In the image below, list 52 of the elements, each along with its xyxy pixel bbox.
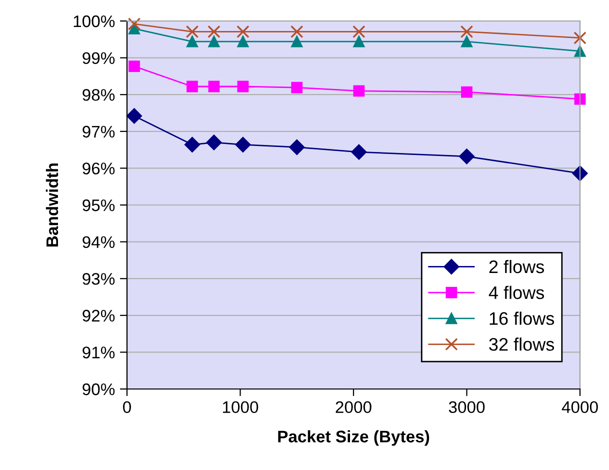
point xyxy=(351,144,367,160)
point xyxy=(128,60,140,72)
point xyxy=(352,25,366,38)
point xyxy=(206,134,222,150)
point xyxy=(208,25,220,38)
point xyxy=(461,86,472,98)
x-tick-label: 3000 xyxy=(448,401,485,414)
point xyxy=(461,36,472,48)
point xyxy=(459,148,474,164)
point xyxy=(186,80,198,92)
y-tick-label: 94% xyxy=(82,236,115,248)
y-tick-label: 96% xyxy=(82,162,115,174)
point xyxy=(186,25,199,38)
y-tick-label: 93% xyxy=(82,273,115,285)
point xyxy=(291,82,303,94)
y-tick-label: 100% xyxy=(74,15,115,28)
point xyxy=(574,45,586,57)
y-tick-label: 95% xyxy=(82,199,115,212)
point xyxy=(208,36,220,48)
point xyxy=(291,36,303,48)
point xyxy=(208,80,220,92)
point xyxy=(237,36,249,48)
x-tick-label: 4000 xyxy=(562,401,598,414)
point xyxy=(186,36,198,48)
y-tick-label: 98% xyxy=(82,89,115,101)
point xyxy=(290,25,304,38)
y-axis-title: Bandwidth xyxy=(46,163,58,246)
point xyxy=(236,25,250,38)
x-axis-title: Packet Size (Bytes) xyxy=(278,430,430,446)
y-tick-label: 92% xyxy=(82,310,115,322)
point xyxy=(237,80,249,92)
point xyxy=(126,108,142,124)
legend-label: 16 flows xyxy=(490,312,554,325)
legend-label: 32 flows xyxy=(489,338,554,351)
point xyxy=(184,136,200,152)
y-tick-label: 97% xyxy=(82,126,115,138)
x-tick-label: 2000 xyxy=(336,401,372,414)
legend-label: 2 flows xyxy=(489,260,544,274)
y-tick-label: 90% xyxy=(82,383,115,396)
point xyxy=(574,32,586,44)
y-tick-label: 99% xyxy=(82,52,115,64)
point xyxy=(128,18,141,30)
point xyxy=(128,23,140,34)
legend-label: 4 flows xyxy=(488,286,544,300)
x-tick-label: 0 xyxy=(123,401,131,414)
x-tick-label: 1000 xyxy=(222,401,258,414)
point xyxy=(353,85,365,97)
point xyxy=(353,36,365,48)
point xyxy=(460,25,474,38)
point xyxy=(289,140,305,155)
point xyxy=(235,136,251,152)
y-tick-label: 91% xyxy=(82,346,115,358)
